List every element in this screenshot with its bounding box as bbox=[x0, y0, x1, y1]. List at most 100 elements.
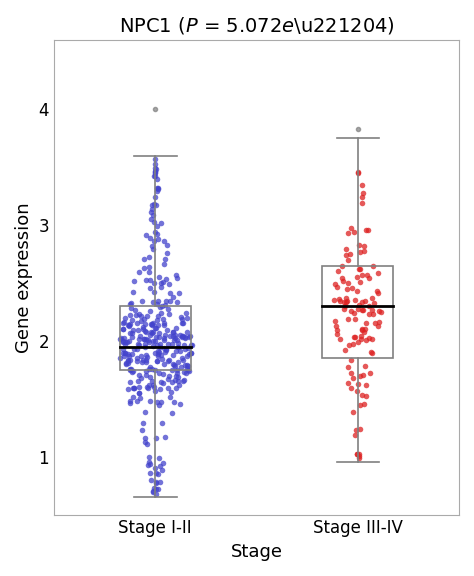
Point bbox=[157, 218, 164, 228]
Point bbox=[341, 345, 348, 354]
Point bbox=[126, 328, 134, 338]
Point bbox=[160, 334, 168, 343]
Point bbox=[337, 296, 344, 305]
Point bbox=[154, 183, 161, 192]
Point bbox=[160, 319, 168, 328]
Point bbox=[133, 344, 140, 354]
Point bbox=[331, 316, 339, 325]
Point bbox=[126, 319, 134, 328]
Point bbox=[182, 309, 190, 318]
Point bbox=[142, 358, 150, 367]
Point bbox=[146, 306, 154, 316]
Point bbox=[128, 368, 136, 377]
Point bbox=[171, 331, 178, 340]
Point bbox=[187, 340, 194, 349]
Point bbox=[172, 323, 179, 332]
Point bbox=[166, 289, 174, 298]
Point bbox=[175, 380, 182, 389]
Bar bbox=[322, 266, 393, 358]
Point bbox=[350, 308, 357, 317]
Point bbox=[185, 333, 192, 342]
Point bbox=[121, 351, 128, 360]
Point bbox=[153, 468, 160, 478]
Point bbox=[352, 426, 360, 435]
Point bbox=[162, 344, 169, 354]
Point bbox=[165, 309, 173, 319]
Point bbox=[365, 274, 373, 283]
Point bbox=[174, 343, 182, 352]
Point bbox=[145, 365, 153, 374]
Point bbox=[151, 168, 158, 177]
Point bbox=[349, 407, 356, 416]
Point bbox=[358, 391, 365, 400]
Point bbox=[155, 346, 162, 355]
Point bbox=[345, 228, 352, 237]
Point bbox=[183, 351, 191, 361]
Point bbox=[343, 285, 351, 294]
Point bbox=[119, 319, 127, 328]
Point bbox=[128, 365, 135, 374]
Point bbox=[162, 296, 170, 305]
Point bbox=[121, 348, 129, 358]
Point bbox=[155, 297, 162, 306]
Point bbox=[361, 362, 369, 371]
Point bbox=[156, 343, 164, 352]
Point bbox=[362, 225, 370, 234]
Point bbox=[135, 309, 143, 318]
Point bbox=[177, 312, 185, 321]
Point bbox=[160, 259, 167, 268]
Point bbox=[355, 452, 363, 461]
Point bbox=[374, 321, 382, 331]
Point bbox=[122, 358, 129, 367]
Point bbox=[181, 332, 189, 342]
Point bbox=[143, 230, 150, 240]
Point bbox=[355, 167, 362, 176]
Point bbox=[362, 319, 369, 328]
Point bbox=[151, 166, 159, 176]
Point bbox=[156, 339, 164, 348]
Point bbox=[360, 246, 368, 255]
Point bbox=[143, 355, 150, 365]
Point bbox=[153, 187, 161, 196]
Point bbox=[350, 227, 357, 236]
Point bbox=[126, 364, 133, 373]
Point bbox=[342, 244, 350, 253]
Point bbox=[148, 204, 155, 213]
Point bbox=[152, 479, 160, 488]
Point bbox=[146, 373, 154, 382]
Point bbox=[152, 228, 159, 237]
Point bbox=[136, 332, 143, 341]
Point bbox=[164, 304, 172, 313]
Point bbox=[183, 327, 191, 336]
Point bbox=[365, 309, 373, 319]
Point bbox=[129, 367, 137, 376]
Point bbox=[149, 319, 156, 328]
Point bbox=[156, 461, 164, 471]
Point bbox=[158, 419, 166, 428]
Point bbox=[359, 189, 366, 198]
Point bbox=[154, 184, 161, 194]
Point bbox=[360, 241, 368, 251]
Point bbox=[127, 366, 134, 375]
Point bbox=[344, 378, 351, 388]
Point bbox=[141, 320, 149, 329]
Point bbox=[145, 380, 152, 389]
Point bbox=[160, 359, 167, 369]
Point bbox=[135, 335, 143, 344]
Point bbox=[148, 377, 156, 386]
Point bbox=[135, 340, 143, 350]
Point bbox=[164, 383, 172, 392]
Point bbox=[170, 328, 177, 337]
Point bbox=[137, 312, 145, 321]
Point bbox=[152, 200, 160, 210]
Point bbox=[141, 327, 148, 336]
Point bbox=[133, 353, 141, 362]
Point bbox=[165, 280, 173, 289]
Point bbox=[157, 378, 165, 387]
Point bbox=[354, 379, 361, 388]
Point bbox=[171, 334, 179, 343]
Point bbox=[160, 378, 167, 387]
Point bbox=[124, 320, 132, 329]
Point bbox=[135, 389, 142, 398]
Point bbox=[359, 370, 367, 380]
